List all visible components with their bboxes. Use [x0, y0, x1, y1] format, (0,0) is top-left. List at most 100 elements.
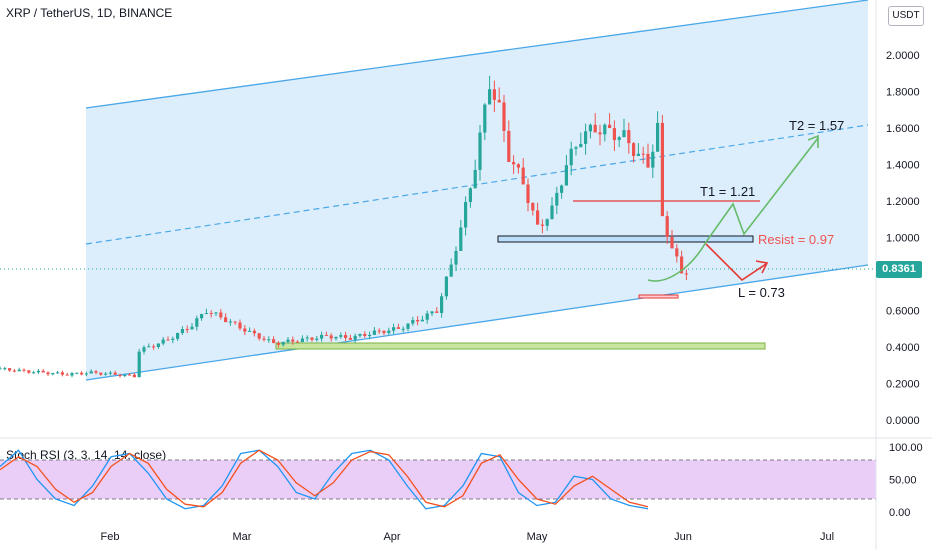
candle-body[interactable]: [190, 326, 194, 330]
candle-body[interactable]: [296, 341, 300, 343]
candle-body[interactable]: [329, 335, 333, 339]
candle-body[interactable]: [401, 328, 405, 330]
candle-body[interactable]: [147, 346, 151, 348]
symbol-title[interactable]: XRP / TetherUS, 1D, BINANCE: [6, 6, 173, 20]
low-marker-box[interactable]: [638, 294, 679, 299]
candle-body[interactable]: [435, 311, 439, 313]
candle-body[interactable]: [108, 372, 112, 374]
candle-body[interactable]: [176, 332, 180, 339]
candle-body[interactable]: [416, 319, 420, 322]
candle-body[interactable]: [171, 338, 175, 341]
candle-body[interactable]: [339, 335, 343, 337]
candle-body[interactable]: [128, 374, 132, 376]
currency-selector[interactable]: USDT: [888, 6, 924, 26]
candle-body[interactable]: [684, 273, 688, 275]
candle-body[interactable]: [372, 330, 376, 335]
candle-body[interactable]: [584, 131, 588, 144]
candle-body[interactable]: [651, 151, 655, 168]
candle-body[interactable]: [449, 264, 453, 277]
candle-body[interactable]: [300, 338, 304, 343]
candle-body[interactable]: [617, 137, 621, 141]
bullish-projection-path[interactable]: [647, 137, 819, 282]
candle-body[interactable]: [12, 370, 16, 372]
candle-body[interactable]: [161, 339, 165, 344]
candle-body[interactable]: [497, 99, 501, 103]
candle-body[interactable]: [324, 334, 328, 336]
candle-body[interactable]: [291, 339, 295, 342]
candle-body[interactable]: [507, 130, 511, 162]
candle-body[interactable]: [454, 250, 458, 265]
candle-body[interactable]: [224, 317, 228, 323]
candle-body[interactable]: [142, 347, 146, 352]
candle-body[interactable]: [540, 224, 544, 226]
candle-body[interactable]: [233, 321, 237, 323]
candle-body[interactable]: [36, 370, 40, 373]
bearish-projection-path[interactable]: [705, 243, 767, 282]
candle-body[interactable]: [636, 153, 640, 157]
candle-body[interactable]: [358, 333, 362, 336]
candle-body[interactable]: [17, 369, 21, 372]
candle-body[interactable]: [118, 374, 122, 377]
candle-body[interactable]: [104, 373, 108, 375]
candle-body[interactable]: [656, 122, 660, 152]
candle-body[interactable]: [243, 328, 247, 332]
candle-body[interactable]: [468, 188, 472, 203]
candle-body[interactable]: [588, 124, 592, 132]
candle-body[interactable]: [440, 296, 444, 313]
candle-body[interactable]: [550, 205, 554, 220]
candle-body[interactable]: [502, 102, 506, 131]
candle-body[interactable]: [574, 147, 578, 149]
candle-body[interactable]: [603, 124, 607, 135]
candle-body[interactable]: [320, 334, 324, 339]
stoch-axis[interactable]: 100.00 50.00 0.00: [889, 442, 923, 519]
candle-body[interactable]: [627, 130, 631, 144]
candle-body[interactable]: [0, 368, 2, 370]
candle-body[interactable]: [137, 351, 141, 378]
candle-body[interactable]: [555, 192, 559, 206]
candle-body[interactable]: [531, 203, 535, 211]
candle-body[interactable]: [276, 343, 280, 345]
candle-body[interactable]: [459, 227, 463, 251]
candle-body[interactable]: [185, 329, 189, 331]
candle-body[interactable]: [382, 330, 386, 334]
candle-body[interactable]: [526, 184, 530, 204]
candle-body[interactable]: [46, 372, 50, 375]
candle-body[interactable]: [310, 337, 314, 340]
low-label[interactable]: L = 0.73: [738, 285, 785, 300]
candle-body[interactable]: [51, 373, 55, 375]
candle-body[interactable]: [387, 330, 391, 334]
candle-body[interactable]: [344, 335, 348, 338]
candle-body[interactable]: [425, 313, 429, 320]
candle-body[interactable]: [228, 321, 232, 323]
candle-body[interactable]: [70, 373, 74, 376]
candle-body[interactable]: [257, 333, 261, 339]
candle-body[interactable]: [521, 167, 525, 185]
channel-mid-line[interactable]: [85, 124, 869, 245]
candle-body[interactable]: [315, 338, 319, 340]
candle-body[interactable]: [286, 339, 290, 342]
candle-body[interactable]: [334, 336, 338, 339]
candle-body[interactable]: [3, 368, 7, 370]
candle-body[interactable]: [305, 337, 309, 339]
candle-body[interactable]: [473, 169, 477, 189]
candle-body[interactable]: [219, 312, 223, 318]
candle-body[interactable]: [281, 341, 285, 345]
candle-body[interactable]: [516, 164, 520, 168]
candle-body[interactable]: [478, 132, 482, 170]
candle-body[interactable]: [483, 104, 487, 133]
candle-body[interactable]: [464, 202, 468, 228]
candle-body[interactable]: [536, 210, 540, 225]
candle-body[interactable]: [430, 311, 434, 314]
candle-body[interactable]: [444, 276, 448, 297]
t1-label[interactable]: T1 = 1.21: [700, 184, 755, 199]
candle-body[interactable]: [80, 372, 84, 375]
candle-body[interactable]: [60, 372, 64, 375]
candle-body[interactable]: [132, 374, 136, 378]
candle-body[interactable]: [195, 318, 199, 327]
candle-body[interactable]: [56, 372, 60, 374]
candle-body[interactable]: [248, 330, 252, 332]
candle-body[interactable]: [84, 373, 88, 375]
candle-body[interactable]: [368, 334, 372, 337]
candle-body[interactable]: [411, 319, 415, 324]
price-axis[interactable]: 0.00000.20000.40000.60000.80001.00001.20…: [886, 50, 920, 427]
